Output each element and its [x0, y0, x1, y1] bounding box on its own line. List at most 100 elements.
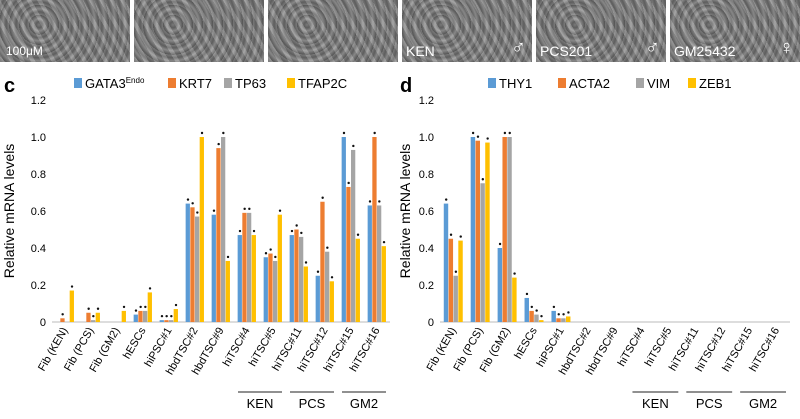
micrograph-tile-ken: KEN ♂ [402, 0, 532, 62]
legend-swatch [224, 78, 232, 88]
group-label: PCS [696, 396, 723, 411]
legend-swatch [74, 78, 82, 88]
replicate-dot [87, 307, 90, 310]
replicate-dot [264, 252, 268, 255]
bar-zeb1 [458, 240, 463, 322]
replicate-dot [212, 209, 216, 212]
replicate-dot [540, 314, 543, 318]
x-tick-label: hESCs [121, 325, 149, 361]
bar-acta2 [556, 318, 561, 322]
replicate-dot [144, 305, 147, 309]
bar-thy1 [551, 310, 556, 322]
male-symbol-icon: ♂ [645, 37, 660, 59]
bar-tp63 [377, 205, 382, 322]
replicate-dot [476, 135, 480, 138]
replicate-dot [356, 233, 360, 236]
group-label: PCS [299, 396, 326, 411]
x-tick-label: hESCs [512, 325, 540, 361]
y-tick-label: 0.4 [419, 243, 434, 255]
panel-letter-d: d [400, 75, 412, 97]
group-label: KEN [247, 396, 274, 411]
replicate-dot [503, 131, 507, 135]
male-symbol-icon: ♂ [511, 37, 526, 59]
replicate-dot [196, 211, 199, 214]
bar-gata3 [367, 205, 372, 322]
replicate-dot [238, 229, 242, 233]
bar-krt7 [372, 137, 377, 322]
legend-swatch [688, 78, 696, 88]
replicate-dot [321, 196, 324, 199]
replicate-dot [122, 305, 126, 309]
bar-vim [561, 318, 566, 322]
bar-vim [453, 275, 458, 322]
bar-tfap2c [381, 246, 386, 322]
bar-thy1 [524, 297, 529, 322]
micrograph-label: PCS201 [540, 43, 593, 59]
replicate-dot [304, 261, 308, 264]
replicate-dot [352, 144, 355, 148]
replicate-dot [295, 224, 298, 227]
replicate-dot [139, 305, 142, 309]
bar-thy1 [497, 248, 503, 322]
bar-vim [534, 314, 539, 322]
bar-tfap2c [277, 214, 282, 322]
replicate-dot [148, 287, 152, 290]
micrograph-tile-2 [134, 0, 264, 62]
legend-entry: ZEB1 [699, 76, 732, 91]
legend-entry: TP63 [235, 76, 266, 91]
legend-swatch [168, 78, 176, 88]
replicate-dot [471, 131, 475, 135]
bar-tfap2c [69, 290, 74, 322]
bar-krt7 [86, 312, 91, 322]
bar-krt7 [60, 318, 65, 322]
replicate-dot [290, 229, 294, 233]
bar-vim [480, 183, 485, 322]
replicate-dot [186, 198, 190, 201]
bar-gata3 [211, 214, 216, 322]
bar-tp63 [273, 260, 278, 322]
bar-thy1 [470, 137, 476, 322]
replicate-dot [134, 309, 138, 312]
bar-zeb1 [485, 142, 490, 322]
scale-bar-label: 100μM [6, 44, 43, 58]
replicate-dot [498, 242, 502, 246]
replicate-dot [330, 276, 334, 279]
replicate-dot [562, 313, 565, 316]
bar-tfap2c [147, 292, 152, 322]
bar-tfap2c [95, 312, 100, 322]
bar-tfap2c [329, 281, 334, 322]
replicate-dot [557, 313, 560, 316]
replicate-dot [316, 270, 320, 273]
y-tick-label: 0.2 [419, 280, 434, 292]
bar-acta2 [448, 238, 454, 322]
bar-tfap2c [303, 266, 308, 322]
replicate-dot [535, 309, 538, 312]
replicate-dot [347, 181, 350, 185]
replicate-dot [269, 248, 272, 251]
y-tick-label: 1.0 [419, 132, 434, 144]
group-label: KEN [642, 396, 669, 411]
bar-zeb1 [539, 320, 544, 322]
legend-entry: THY1 [499, 76, 532, 91]
bar-tfap2c [225, 260, 230, 322]
replicate-dot [92, 314, 95, 318]
legend-entry: GATA3Endo [85, 76, 145, 91]
y-tick-label: 0.6 [419, 206, 434, 218]
y-tick-label: 0.8 [31, 169, 46, 181]
replicate-dot [481, 178, 485, 181]
bar-krt7 [320, 201, 325, 322]
replicate-dot [174, 303, 178, 307]
replicate-dot [508, 131, 511, 135]
y-tick-label: 1.0 [31, 132, 46, 144]
bar-krt7 [268, 253, 273, 322]
replicate-dot [486, 137, 489, 140]
y-tick-label: 0.2 [31, 280, 46, 292]
replicate-dot [530, 305, 534, 309]
bar-tp63 [351, 149, 356, 322]
micrograph-tile-3 [268, 0, 398, 62]
bar-acta2 [529, 310, 534, 322]
y-tick-label: 0.6 [31, 206, 46, 218]
legend-swatch [287, 78, 295, 88]
replicate-dot [444, 198, 448, 201]
bar-krt7 [164, 320, 169, 322]
